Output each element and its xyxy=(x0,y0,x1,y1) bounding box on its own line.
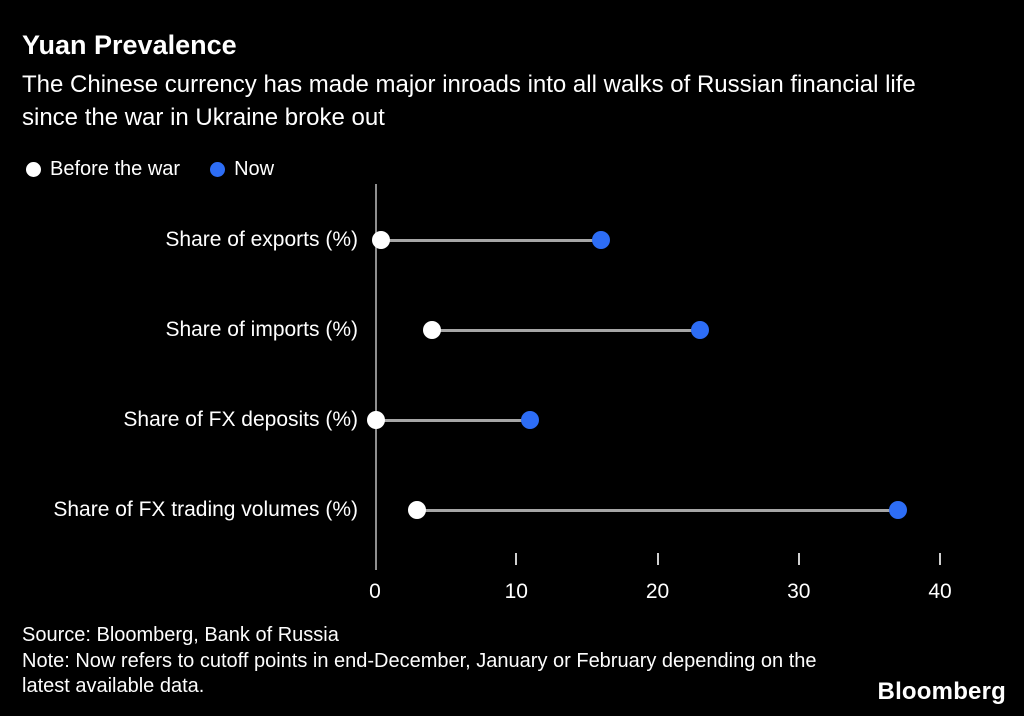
now-dot xyxy=(521,411,540,429)
before-the-war-dot xyxy=(371,231,390,249)
category-label: Share of FX deposits (%) xyxy=(123,408,358,431)
dumbbell-connector xyxy=(376,418,531,422)
category-label: Share of exports (%) xyxy=(165,228,358,251)
bloomberg-logo: Bloomberg xyxy=(877,678,1006,705)
now-dot xyxy=(690,321,709,339)
x-axis-tick-label: 0 xyxy=(369,580,381,603)
chart-subtitle: The Chinese currency has made major inro… xyxy=(22,71,916,131)
chart-title: Yuan Prevalence xyxy=(22,30,237,60)
category-label: Share of FX trading volumes (%) xyxy=(53,498,358,521)
now-dot xyxy=(592,231,610,249)
source-line: Source: Bloomberg, Bank of Russia xyxy=(22,624,339,646)
legend-label-before: Before the war xyxy=(50,158,181,180)
before-the-war-dot xyxy=(422,321,441,339)
x-axis-tick xyxy=(797,553,800,565)
legend-item-before-the-war: Before the war xyxy=(26,158,180,181)
legend-dot-now-icon xyxy=(210,162,226,177)
note-line: Note: Now refers to cutoff points in end… xyxy=(22,650,817,697)
x-axis-tick xyxy=(656,553,659,565)
dumbbell-connector xyxy=(380,238,601,242)
x-axis-tick-label: 20 xyxy=(645,580,670,603)
category-label: Share of imports (%) xyxy=(165,318,358,341)
before-the-war-dot xyxy=(367,411,386,429)
legend-label-now: Now xyxy=(234,158,275,180)
x-axis-tick xyxy=(515,553,518,565)
legend-dot-before-icon xyxy=(26,162,41,177)
x-axis-tick-label: 40 xyxy=(928,580,952,603)
x-axis-tick-label: 30 xyxy=(787,580,811,603)
dumbbell-connector xyxy=(417,508,898,512)
dumbbell-connector xyxy=(431,328,700,332)
legend-item-now: Now xyxy=(210,158,274,181)
now-dot xyxy=(888,501,907,519)
x-axis-tick-label: 10 xyxy=(504,580,528,603)
y-axis-line xyxy=(375,184,377,570)
x-axis-tick xyxy=(939,553,941,565)
before-the-war-dot xyxy=(408,501,427,519)
legend: Before the war Now xyxy=(26,158,274,181)
